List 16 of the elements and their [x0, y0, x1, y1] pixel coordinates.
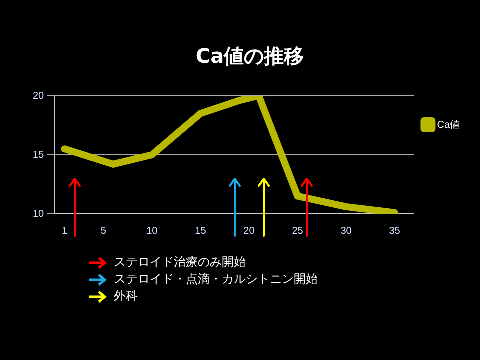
x-tick-label: 25 [292, 226, 304, 237]
legend-label: ステロイド治療のみ開始 [114, 254, 246, 271]
x-tick-label: 20 [244, 226, 256, 237]
x-tick-label: 5 [100, 226, 107, 237]
x-tick-label: 1 [62, 226, 68, 237]
y-tick-label: 20 [33, 90, 45, 102]
legend-label: Ca値 [437, 118, 460, 131]
legend-label: ステロイド・点滴・カルシトニン開始 [114, 271, 318, 288]
x-tick-label: 35 [389, 226, 401, 237]
y-tick-label: 15 [33, 150, 45, 161]
y-tick-label: 10 [33, 208, 45, 220]
x-tick-label: 15 [195, 226, 207, 237]
legend-label: 外科 [114, 288, 138, 305]
x-tick-label: 30 [340, 226, 352, 237]
chart-title: Ca値の推移 [196, 44, 304, 68]
x-tick-label: 10 [146, 226, 158, 237]
